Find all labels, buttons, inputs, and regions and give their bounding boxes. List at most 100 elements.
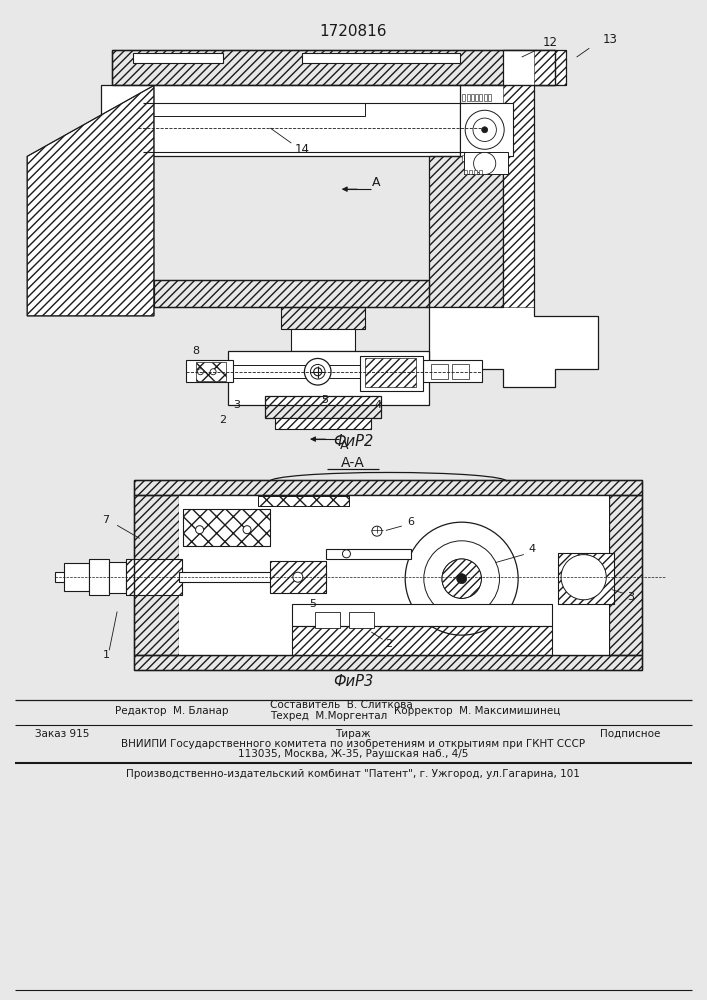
Bar [423, 360, 481, 382]
Bar [276, 418, 370, 429]
Bar [292, 604, 552, 626]
Bar [467, 155, 469, 161]
Bar [452, 364, 469, 379]
Bar [182, 509, 269, 546]
Bar [366, 358, 416, 387]
Text: ВНИИПИ Государственного комитета по изобретениям и открытиям при ГКНТ СССР: ВНИИПИ Государственного комитета по изоб… [121, 739, 585, 749]
Bar [154, 280, 428, 307]
Text: А-А: А-А [341, 456, 365, 470]
Bar [484, 94, 486, 101]
Bar [467, 94, 469, 101]
Bar [462, 94, 465, 101]
Bar [488, 94, 491, 101]
Bar [479, 155, 482, 161]
Circle shape [293, 572, 303, 582]
Bar [112, 50, 556, 85]
Bar [315, 612, 339, 628]
Text: 12: 12 [543, 36, 558, 49]
Bar [558, 553, 614, 604]
Circle shape [481, 127, 488, 133]
Polygon shape [101, 85, 503, 156]
Bar [197, 362, 226, 381]
Circle shape [196, 526, 204, 534]
Text: 113035, Москва, Ж-35, Раушская наб., 4/5: 113035, Москва, Ж-35, Раушская наб., 4/5 [238, 749, 468, 759]
Bar [228, 351, 428, 405]
Bar [475, 94, 478, 101]
Text: Редактор  М. Бланар: Редактор М. Бланар [115, 706, 228, 716]
Bar [558, 553, 614, 604]
Text: 14: 14 [294, 143, 310, 156]
Bar [55, 572, 185, 582]
Bar [475, 155, 478, 161]
Bar [479, 94, 482, 101]
Text: Производственно-издательский комбинат "Патент", г. Ужгород, ул.Гагарина, 101: Производственно-издательский комбинат "П… [126, 769, 580, 779]
Polygon shape [428, 50, 597, 387]
Circle shape [473, 118, 496, 141]
Text: 13: 13 [603, 33, 618, 46]
Text: 8: 8 [193, 346, 200, 356]
Text: Корректор  М. Максимишинец: Корректор М. Максимишинец [394, 706, 560, 716]
Bar [265, 396, 381, 418]
Bar [182, 509, 269, 546]
Bar [534, 50, 566, 85]
Bar [281, 307, 366, 329]
Bar [134, 495, 180, 655]
Bar [180, 495, 609, 655]
Bar [186, 360, 233, 382]
Polygon shape [27, 85, 154, 316]
Bar [89, 559, 109, 595]
Circle shape [310, 364, 325, 379]
Bar [180, 572, 326, 582]
Text: Тираж: Тираж [335, 729, 370, 739]
Text: 5: 5 [322, 395, 329, 405]
Bar [276, 418, 370, 429]
Bar [292, 626, 552, 655]
Bar [474, 170, 477, 174]
Text: Техред  М.Моргентал: Техред М.Моргентал [270, 711, 387, 721]
Bar [126, 559, 182, 595]
Text: 4: 4 [528, 544, 535, 554]
Bar [134, 480, 643, 495]
Bar [484, 155, 486, 161]
Bar [109, 562, 126, 593]
Bar [258, 496, 349, 506]
Bar [471, 155, 474, 161]
Bar [269, 561, 326, 593]
Text: 4: 4 [375, 400, 382, 410]
Bar [126, 559, 182, 595]
Text: ФиР2: ФиР2 [333, 434, 373, 450]
Bar [64, 563, 89, 591]
Bar [464, 152, 508, 174]
Bar [609, 495, 643, 655]
Text: 1: 1 [103, 650, 110, 660]
Circle shape [210, 369, 216, 375]
Circle shape [561, 555, 607, 600]
Bar [326, 549, 411, 559]
Bar [144, 103, 366, 116]
Circle shape [423, 541, 500, 616]
Bar [349, 612, 373, 628]
Bar [503, 85, 534, 307]
Circle shape [457, 574, 467, 584]
Text: А: А [372, 176, 380, 189]
Text: 5: 5 [309, 599, 316, 609]
Bar [431, 364, 448, 379]
Bar [360, 356, 423, 391]
Circle shape [405, 522, 518, 635]
Text: 7: 7 [103, 515, 110, 525]
Bar [258, 496, 349, 506]
Bar [464, 170, 467, 174]
Text: А: А [340, 439, 349, 452]
Bar [428, 156, 503, 307]
Bar [469, 170, 472, 174]
Text: Подписное: Подписное [600, 729, 660, 739]
Circle shape [474, 152, 496, 175]
Circle shape [197, 369, 204, 375]
Bar [471, 94, 474, 101]
Text: Составитель  В. Слиткова: Составитель В. Слиткова [270, 700, 413, 710]
Bar [302, 53, 460, 63]
Bar [462, 155, 465, 161]
Text: 1720816: 1720816 [320, 24, 387, 39]
Text: 6: 6 [407, 517, 414, 527]
Circle shape [314, 368, 322, 376]
